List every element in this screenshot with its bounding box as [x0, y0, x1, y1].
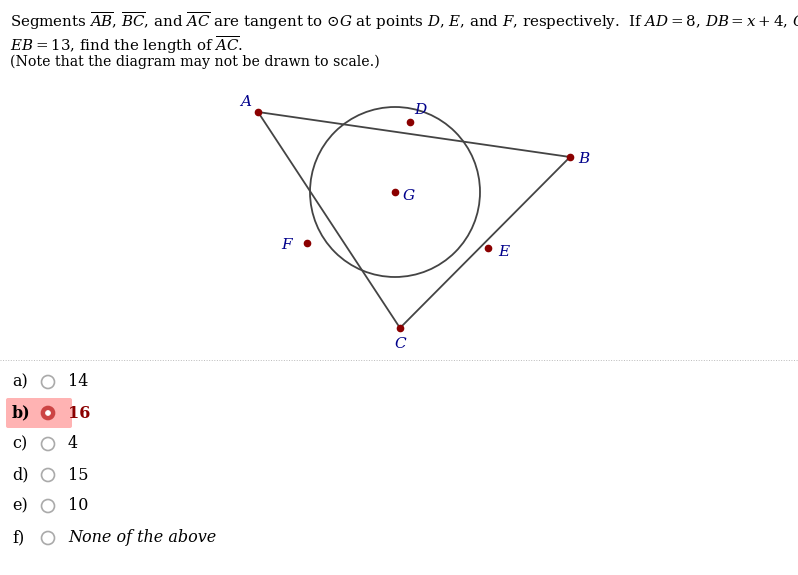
Text: $EB = 13$, find the length of $\overline{AC}$.: $EB = 13$, find the length of $\overline…: [10, 34, 243, 56]
Text: 14: 14: [68, 374, 89, 390]
Text: c): c): [12, 435, 27, 453]
Text: F: F: [282, 238, 292, 252]
FancyBboxPatch shape: [6, 398, 72, 428]
Text: D: D: [414, 103, 426, 117]
Text: None of the above: None of the above: [68, 530, 216, 546]
Text: 16: 16: [68, 404, 90, 421]
Text: 4: 4: [68, 435, 78, 453]
Text: (Note that the diagram may not be drawn to scale.): (Note that the diagram may not be drawn …: [10, 55, 380, 70]
Circle shape: [45, 411, 50, 416]
Text: 15: 15: [68, 466, 89, 484]
Text: d): d): [12, 466, 29, 484]
Text: A: A: [240, 95, 251, 109]
Text: B: B: [579, 152, 590, 166]
Text: E: E: [499, 245, 510, 259]
Text: Segments $\overline{AB}$, $\overline{BC}$, and $\overline{AC}$ are tangent to $\: Segments $\overline{AB}$, $\overline{BC}…: [10, 10, 798, 32]
Text: e): e): [12, 497, 28, 515]
Text: b): b): [12, 404, 30, 421]
Text: G: G: [403, 189, 415, 203]
Text: f): f): [12, 530, 24, 546]
Text: C: C: [394, 337, 406, 351]
Text: 10: 10: [68, 497, 89, 515]
Text: a): a): [12, 374, 28, 390]
Circle shape: [41, 407, 54, 420]
